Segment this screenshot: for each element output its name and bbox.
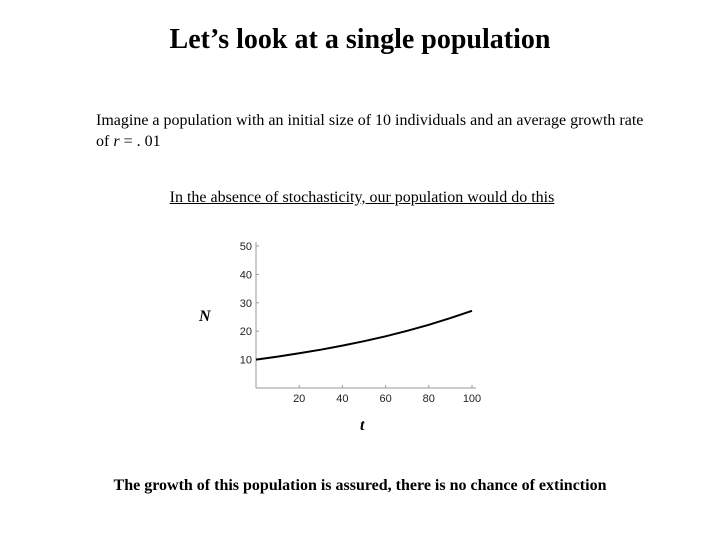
chart-axes: [255, 242, 476, 389]
y-axis-label: N: [198, 308, 212, 325]
x-axis-ticks: 20 40 60 80 100: [293, 385, 481, 405]
x-tick-label: 80: [423, 393, 435, 405]
intro-text-part1: Imagine a population with an initial siz…: [96, 112, 644, 150]
intro-variable-r: r: [113, 133, 120, 150]
x-tick-label: 20: [293, 393, 305, 405]
y-tick-label: 30: [240, 298, 252, 310]
x-tick-label: 100: [463, 393, 481, 405]
intro-text-part2: = . 01: [119, 133, 161, 150]
conclusion-text: The growth of this population is assured…: [113, 477, 607, 494]
chart-series: [255, 309, 473, 361]
slide-title: Let’s look at a single population: [169, 24, 551, 55]
y-tick-label: 50: [240, 241, 252, 253]
y-tick-label: 10: [240, 355, 252, 367]
x-tick-label: 60: [379, 393, 391, 405]
population-growth-line: [255, 309, 473, 361]
x-axis-label: t: [360, 417, 365, 434]
subheading: In the absence of stochasticity, our pop…: [169, 189, 555, 206]
x-tick-label: 40: [336, 393, 348, 405]
y-tick-label: 20: [240, 326, 252, 338]
intro-text: Imagine a population with an initial siz…: [96, 110, 656, 152]
y-tick-label: 40: [240, 269, 252, 281]
